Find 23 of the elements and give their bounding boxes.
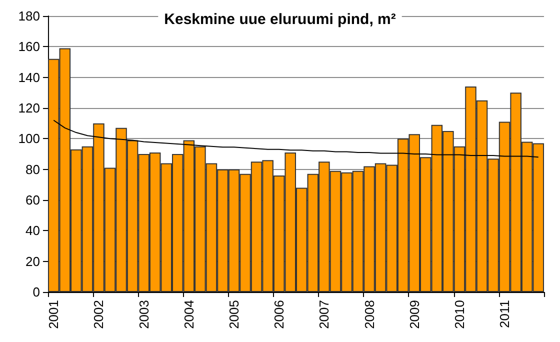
y-tick-label: 20 [26,254,40,269]
y-tick-label: 160 [18,39,40,54]
x-tick-label: 2003 [136,300,152,329]
x-tick-label: 2002 [91,300,106,329]
y-tick-label: 40 [26,223,40,238]
y-tick-label: 60 [26,192,40,208]
x-tick-label: 2010 [452,300,467,329]
y-tick-label: 140 [18,70,40,85]
x-tick-label: 2007 [316,300,332,329]
y-tick-label: 100 [18,131,40,146]
chart-title: Keskmine uue eluruumi pind, m² [164,11,396,28]
x-tick-label: 2011 [497,300,512,328]
y-tick-label: 180 [18,8,40,24]
x-tick-label: 2009 [406,300,422,329]
x-tick-label: 2008 [362,300,377,329]
x-tick-label: 2001 [46,300,62,329]
y-tick-label: 120 [18,100,40,116]
y-tick-label: 0 [32,284,40,300]
line-series [53,120,539,158]
x-tick-label: 2006 [272,300,287,329]
x-tick-label: 2004 [181,300,196,329]
x-tick-label: 2005 [226,300,242,329]
y-tick-label: 80 [26,162,40,177]
